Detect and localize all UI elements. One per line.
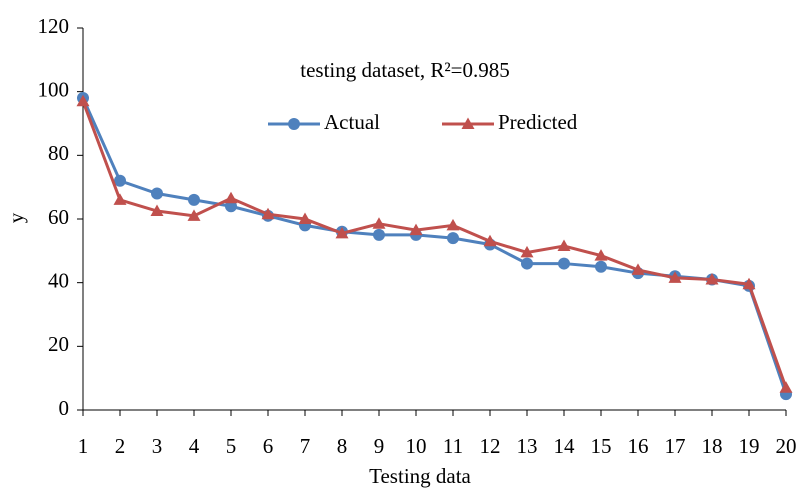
data-point <box>447 232 459 245</box>
x-tick-label: 11 <box>443 434 463 458</box>
data-point <box>114 174 126 187</box>
legend-label: Actual <box>324 110 380 134</box>
x-tick-label: 17 <box>665 434 686 458</box>
y-tick-label: 120 <box>38 14 70 38</box>
data-point <box>631 263 645 275</box>
legend-marker <box>288 118 300 130</box>
data-point <box>76 94 90 107</box>
x-tick-label: 8 <box>337 434 348 458</box>
y-tick-label: 100 <box>38 77 70 101</box>
y-tick-label: 0 <box>59 396 70 420</box>
y-tick-label: 60 <box>48 205 69 229</box>
x-tick-label: 1 <box>78 434 89 458</box>
legend-label: Predicted <box>498 110 578 134</box>
data-point <box>779 381 793 393</box>
data-point <box>261 207 275 220</box>
x-tick-label: 13 <box>517 434 538 458</box>
data-point <box>595 260 607 273</box>
y-tick-label: 80 <box>48 141 69 165</box>
data-point <box>150 204 164 217</box>
legend-marker <box>461 117 475 129</box>
data-point <box>224 191 238 204</box>
data-point <box>188 193 200 206</box>
y-tick-label: 40 <box>48 268 69 292</box>
chart-title: testing dataset, R²=0.985 <box>300 58 509 82</box>
data-point <box>557 239 571 252</box>
data-point <box>446 218 460 231</box>
data-point <box>668 271 682 283</box>
x-tick-label: 4 <box>189 434 200 458</box>
x-tick-label: 20 <box>776 434 797 458</box>
x-tick-label: 2 <box>115 434 126 458</box>
data-point <box>558 257 570 270</box>
data-point <box>335 226 349 239</box>
x-tick-label: 15 <box>591 434 612 458</box>
x-tick-label: 16 <box>628 434 649 458</box>
data-point <box>594 249 608 261</box>
data-point <box>521 257 533 270</box>
x-tick-label: 3 <box>152 434 163 458</box>
x-tick-label: 9 <box>374 434 385 458</box>
data-point <box>483 234 497 247</box>
data-point <box>705 272 719 285</box>
x-tick-label: 10 <box>406 434 427 458</box>
data-point <box>373 228 385 241</box>
x-tick-label: 18 <box>702 434 723 458</box>
y-tick-label: 20 <box>48 332 69 356</box>
y-axis-title: y <box>4 212 28 223</box>
data-point <box>520 245 534 258</box>
x-tick-label: 6 <box>263 434 274 458</box>
data-point <box>151 187 163 200</box>
x-tick-label: 19 <box>739 434 760 458</box>
data-point <box>113 193 127 205</box>
x-tick-label: 12 <box>480 434 501 458</box>
data-point <box>372 217 386 229</box>
data-point <box>187 209 201 221</box>
series-line <box>81 100 788 389</box>
series-line <box>81 97 788 395</box>
data-point <box>298 212 312 224</box>
x-axis-title: Testing data <box>369 464 471 488</box>
x-tick-label: 7 <box>300 434 311 458</box>
x-tick-label: 5 <box>226 434 237 458</box>
data-point <box>742 277 756 290</box>
x-tick-label: 14 <box>554 434 576 458</box>
data-point <box>409 223 423 236</box>
